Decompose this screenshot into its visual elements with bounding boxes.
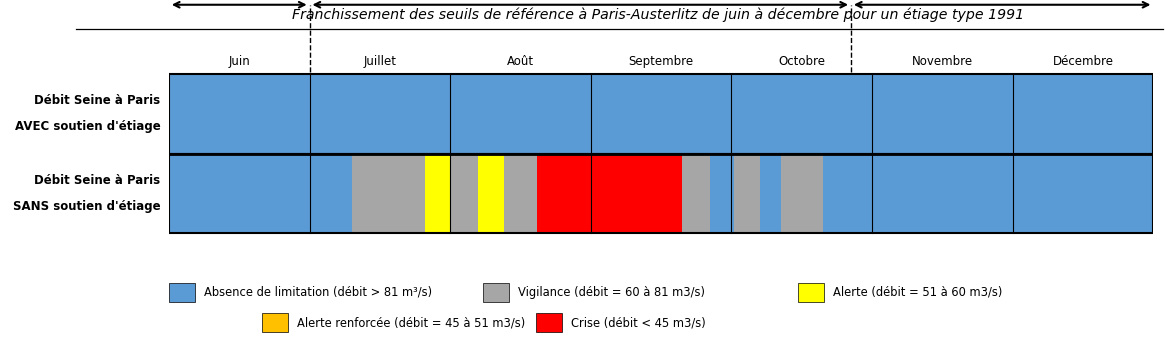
Text: Août: Août: [507, 55, 534, 68]
Text: Octobre: Octobre: [778, 55, 825, 68]
Bar: [537, 154, 683, 233]
Text: Septembre: Septembre: [629, 55, 693, 68]
Bar: [781, 154, 822, 233]
Text: Absence de limitation (débit > 81 m³/s): Absence de limitation (débit > 81 m³/s): [204, 286, 432, 299]
Text: SANS soutien d'étiage: SANS soutien d'étiage: [13, 200, 161, 213]
Text: Débit Seine à Paris: Débit Seine à Paris: [34, 174, 161, 187]
Bar: [169, 74, 1153, 154]
Text: Novembre: Novembre: [912, 55, 973, 68]
Bar: [169, 74, 1153, 154]
Bar: [479, 154, 503, 233]
Bar: [734, 154, 760, 233]
Bar: [169, 154, 352, 233]
Bar: [760, 154, 781, 233]
Text: Alerte (débit = 51 à 60 m3/s): Alerte (débit = 51 à 60 m3/s): [833, 286, 1002, 299]
Text: Vigilance (débit = 60 à 81 m3/s): Vigilance (débit = 60 à 81 m3/s): [518, 286, 706, 299]
Text: Alerte renforcée (débit = 45 à 51 m3/s): Alerte renforcée (débit = 45 à 51 m3/s): [297, 316, 525, 329]
Bar: [450, 154, 479, 233]
Bar: [711, 154, 734, 233]
Bar: [683, 154, 711, 233]
Text: Juin: Juin: [228, 55, 250, 68]
Bar: [169, 154, 1153, 233]
Text: Crise (débit < 45 m3/s): Crise (débit < 45 m3/s): [571, 316, 706, 329]
Text: Franchissement des seuils de référence à Paris-Austerlitz de juin à décembre pou: Franchissement des seuils de référence à…: [292, 8, 1024, 22]
Text: Décembre: Décembre: [1052, 55, 1114, 68]
Text: Débit Seine à Paris: Débit Seine à Paris: [34, 95, 161, 107]
Bar: [425, 154, 450, 233]
Bar: [352, 154, 425, 233]
Bar: [822, 154, 1153, 233]
Text: AVEC soutien d'étiage: AVEC soutien d'étiage: [15, 120, 161, 133]
Bar: [503, 154, 537, 233]
Text: Juillet: Juillet: [363, 55, 396, 68]
